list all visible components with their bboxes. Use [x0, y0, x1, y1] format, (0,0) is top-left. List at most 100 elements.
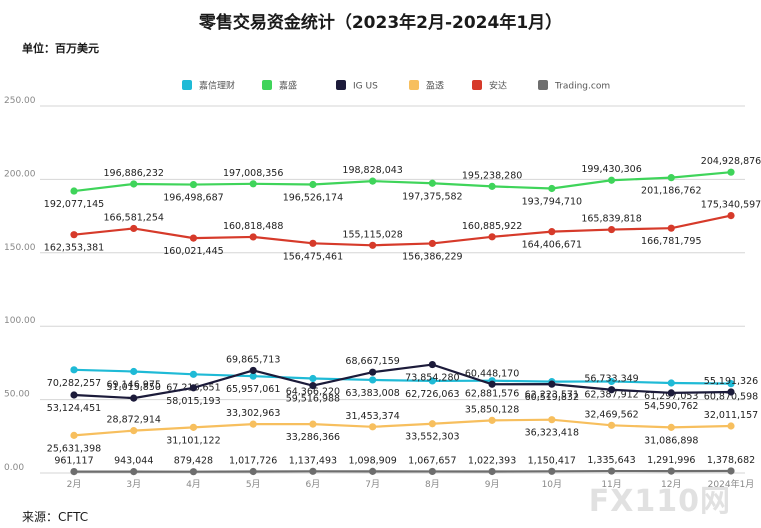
data-point — [309, 239, 317, 247]
data-label: 62,726,063 — [405, 389, 459, 400]
data-point — [369, 368, 377, 376]
data-point — [548, 416, 556, 424]
data-point — [249, 366, 257, 375]
data-label: 60,519,832 — [525, 392, 579, 403]
data-point — [607, 421, 616, 429]
data-label: 166,781,795 — [641, 236, 701, 247]
data-label: 160,021,445 — [163, 246, 223, 257]
data-point — [369, 177, 377, 185]
data-point — [428, 239, 436, 248]
data-label: 155,115,028 — [342, 229, 402, 240]
data-point — [309, 467, 317, 475]
data-label: 60,448,170 — [465, 368, 519, 379]
x-tick-label: 2024年1月 — [708, 478, 755, 490]
legend-swatch — [472, 80, 482, 90]
series-line — [73, 418, 732, 437]
data-label: 51,015,850 — [107, 382, 161, 393]
data-point — [249, 372, 257, 380]
data-point — [189, 468, 198, 476]
x-tick-label: 11月 — [601, 479, 621, 490]
data-label: 197,375,582 — [402, 191, 462, 202]
data-label: 73,854,280 — [405, 373, 459, 384]
data-point — [428, 179, 436, 187]
data-label: 32,011,157 — [704, 410, 758, 421]
data-label: 33,286,366 — [286, 432, 340, 443]
legend-swatch — [409, 80, 419, 90]
data-label: 1,098,909 — [348, 455, 396, 466]
y-tick-label: 100.00 — [4, 316, 36, 326]
unit-label: 单位：百万美元 — [22, 42, 99, 55]
data-label: 201,186,762 — [641, 186, 701, 197]
data-label: 961,117 — [54, 456, 93, 467]
data-point — [309, 420, 317, 428]
data-label: 943,044 — [114, 456, 153, 467]
x-tick-label: 5月 — [246, 479, 261, 490]
data-point — [130, 180, 138, 188]
legend-swatch — [262, 80, 272, 90]
data-label: 156,386,229 — [402, 251, 462, 262]
data-label: 36,323,418 — [525, 428, 579, 439]
data-label: 31,086,898 — [644, 435, 698, 446]
data-point — [548, 380, 556, 388]
series-line — [73, 368, 732, 385]
data-label: 196,886,232 — [104, 168, 164, 179]
data-label: 165,839,818 — [581, 214, 641, 225]
data-point — [70, 391, 78, 399]
data-label: 35,850,128 — [465, 404, 519, 415]
data-label: 879,428 — [174, 456, 213, 467]
data-point — [667, 174, 675, 182]
data-label: 192,077,145 — [44, 199, 104, 210]
data-point — [369, 376, 377, 384]
data-point — [428, 467, 436, 476]
data-label: 1,022,393 — [468, 455, 516, 466]
data-label: 195,238,280 — [462, 170, 522, 181]
legend-label: 盈透 — [426, 81, 444, 92]
data-point — [727, 422, 735, 430]
data-point — [607, 225, 616, 234]
data-label: 68,667,159 — [345, 356, 399, 367]
legend-label: 嘉信理财 — [199, 80, 235, 92]
data-point — [488, 467, 496, 476]
data-point — [428, 360, 436, 369]
data-point — [189, 234, 198, 242]
data-point — [70, 231, 78, 239]
data-label: 166,581,254 — [104, 212, 164, 223]
data-point — [189, 180, 198, 189]
data-label: 69,865,713 — [226, 354, 280, 365]
x-tick-label: 12月 — [661, 479, 681, 490]
data-point — [727, 212, 735, 220]
legend-label: IG US — [353, 82, 378, 92]
data-point — [249, 420, 257, 428]
legend-label: 嘉盛 — [279, 80, 297, 92]
data-point — [667, 423, 675, 431]
data-point — [369, 423, 377, 431]
data-point — [130, 394, 138, 402]
data-label: 1,067,657 — [408, 455, 456, 466]
data-label: 160,885,922 — [462, 221, 522, 232]
source-label: 来源：CFTC — [22, 510, 89, 524]
data-point — [309, 382, 317, 390]
data-label: 61,297,053 — [644, 391, 698, 402]
data-label: 1,150,417 — [528, 455, 576, 466]
data-label: 198,828,043 — [342, 165, 402, 176]
data-point — [369, 241, 377, 249]
data-label: 204,928,876 — [701, 156, 761, 167]
data-point — [249, 180, 257, 188]
legend-swatch — [336, 80, 346, 90]
data-point — [189, 384, 198, 392]
data-point — [727, 467, 735, 475]
data-label: 60,870,598 — [704, 392, 758, 403]
data-label: 160,818,488 — [223, 221, 283, 232]
legend-label: 安达 — [489, 80, 507, 92]
data-point — [607, 176, 616, 184]
data-point — [727, 168, 735, 176]
data-label: 53,124,451 — [47, 403, 101, 414]
data-point — [130, 427, 138, 435]
series-line — [73, 214, 732, 247]
data-point — [488, 233, 496, 241]
data-label: 162,353,381 — [44, 243, 104, 254]
x-tick-label: 3月 — [126, 479, 141, 490]
y-tick-label: 50.00 — [4, 390, 30, 400]
data-label: 1,017,726 — [229, 456, 277, 467]
